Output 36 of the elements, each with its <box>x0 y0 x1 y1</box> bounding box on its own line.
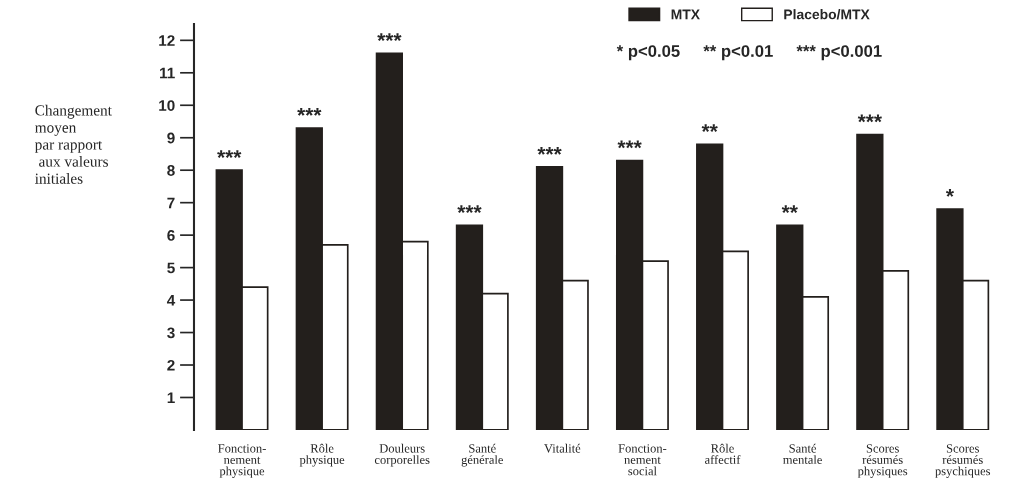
annotation: *** <box>217 150 242 158</box>
x-tick-label: Fonction- nement physique <box>218 444 266 478</box>
x-tick-label: Rôle affectif <box>705 443 741 464</box>
annotation: *** <box>857 114 882 123</box>
y-tick-label: 7 <box>167 197 175 209</box>
annotation: * p<0.05 ** p<0.01 *** p<0.001 <box>616 45 882 61</box>
y-tick-label: 11 <box>160 67 175 79</box>
y-tick-label: 4 <box>166 295 176 306</box>
x-tick-label: Fonction- nement social <box>618 444 667 476</box>
x-tick-label: Santé mentale <box>783 443 822 464</box>
y-tick-label: 6 <box>167 230 175 241</box>
x-tick-label: Vitalité <box>544 443 581 453</box>
y-axis-title: Changement moyen par rapport aux valeurs initiales <box>34 104 112 184</box>
annotation: ** <box>701 124 718 132</box>
annotation: * <box>945 189 954 197</box>
annotation: ** <box>781 205 798 214</box>
x-tick-label: Scores résumés physiques <box>857 444 908 478</box>
y-tick-label: 8 <box>167 165 175 176</box>
y-tick-label: 5 <box>167 262 175 274</box>
y-tick-label: 12 <box>159 35 175 46</box>
annotation: *** <box>457 205 482 214</box>
legend-label: MTX <box>671 9 700 20</box>
x-tick-label: Scores résumés psychiques <box>935 444 991 478</box>
annotation: *** <box>537 146 562 155</box>
annotation: *** <box>617 140 642 149</box>
annotation: *** <box>377 33 402 42</box>
y-tick-label: 10 <box>159 100 175 111</box>
y-tick-label: 1 <box>167 392 175 404</box>
y-tick-label: 2 <box>167 359 175 371</box>
x-tick-label: Rôle physique <box>299 443 345 467</box>
annotation: *** <box>297 107 322 116</box>
x-tick-label: Santé générale <box>461 443 503 467</box>
y-tick-label: 9 <box>167 132 175 144</box>
x-tick-label: Douleurs corporelles <box>374 443 430 467</box>
y-tick-label: 3 <box>167 327 175 339</box>
legend-label: Placebo/MTX <box>784 9 870 20</box>
